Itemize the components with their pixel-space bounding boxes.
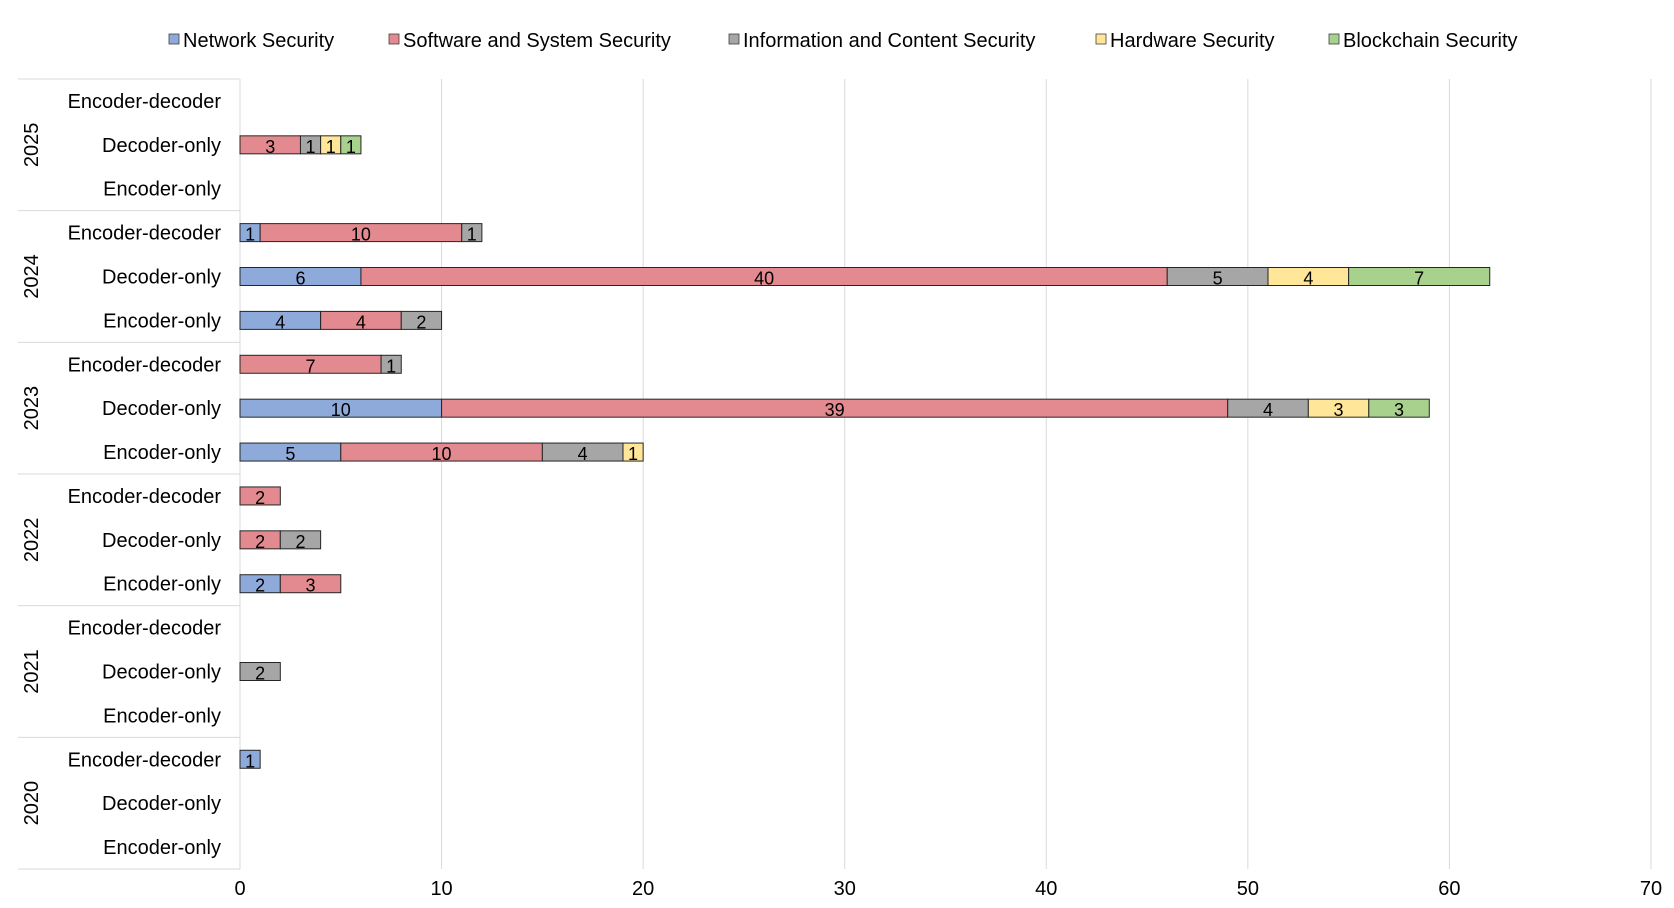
category-label-encoder-only: Encoder-only bbox=[103, 705, 221, 727]
data-label-2020-encoder-decoder-network-security: 1 bbox=[245, 751, 255, 771]
data-label-2023-encoder-only-information-and-content-security: 4 bbox=[578, 444, 588, 464]
data-label-2024-encoder-decoder-information-and-content-security: 1 bbox=[467, 225, 477, 245]
bars bbox=[239, 135, 1491, 769]
x-tick-label-10: 10 bbox=[430, 878, 452, 900]
data-label-2024-encoder-only-network-security: 4 bbox=[275, 312, 285, 332]
legend-label-blockchain-security: Blockchain Security bbox=[1343, 30, 1518, 52]
group-label-2022: 2022 bbox=[21, 518, 43, 563]
data-label-2024-encoder-decoder-software-and-system-security: 10 bbox=[351, 225, 371, 245]
bar-2024-encoder-only-information-and-content-security bbox=[400, 310, 443, 330]
x-tick-label-20: 20 bbox=[632, 878, 654, 900]
legend-swatch-information-and-content-security bbox=[728, 33, 740, 45]
bar-2023-decoder-only-blockchain-security bbox=[1368, 398, 1430, 418]
legend-swatch-software-and-system-security bbox=[388, 33, 400, 45]
category-label-encoder-decoder: Encoder-decoder bbox=[68, 618, 222, 640]
bar-2024-decoder-only-blockchain-security bbox=[1348, 267, 1491, 286]
group-label-2025: 2025 bbox=[21, 123, 43, 168]
legend-label-information-and-content-security: Information and Content Security bbox=[743, 30, 1035, 52]
category-label-encoder-only: Encoder-only bbox=[103, 310, 221, 332]
category-label-decoder-only: Decoder-only bbox=[102, 662, 221, 684]
category-label-decoder-only: Decoder-only bbox=[102, 135, 221, 157]
data-label-2024-encoder-only-software-and-system-security: 4 bbox=[356, 312, 366, 332]
category-label-encoder-decoder: Encoder-decoder bbox=[68, 354, 222, 376]
legend-label-hardware-security: Hardware Security bbox=[1110, 30, 1275, 52]
bar-2025-decoder-only-blockchain-security bbox=[340, 135, 362, 155]
category-label-encoder-decoder: Encoder-decoder bbox=[68, 223, 222, 245]
bar-2022-encoder-only-software-and-system-security bbox=[279, 574, 342, 594]
data-label-2024-encoder-decoder-network-security: 1 bbox=[245, 225, 255, 245]
x-tick-label-40: 40 bbox=[1035, 878, 1057, 900]
data-label-2022-decoder-only-information-and-content-security: 2 bbox=[295, 532, 305, 552]
data-label-2024-decoder-only-hardware-security: 4 bbox=[1303, 269, 1313, 289]
category-label-decoder-only: Decoder-only bbox=[102, 793, 221, 815]
data-label-2023-decoder-only-software-and-system-security: 39 bbox=[825, 400, 845, 420]
legend-swatch-network-security bbox=[168, 33, 180, 45]
group-label-2021: 2021 bbox=[21, 649, 43, 694]
data-label-2025-decoder-only-information-and-content-security: 1 bbox=[306, 137, 316, 157]
data-label-2024-encoder-only-information-and-content-security: 2 bbox=[416, 312, 426, 332]
bar-2021-decoder-only-information-and-content-security bbox=[239, 662, 281, 681]
data-label-2023-encoder-only-software-and-system-security: 10 bbox=[432, 444, 452, 464]
category-label-encoder-only: Encoder-only bbox=[103, 442, 221, 464]
data-label-2023-decoder-only-information-and-content-security: 4 bbox=[1263, 400, 1273, 420]
data-label-2024-decoder-only-network-security: 6 bbox=[295, 269, 305, 289]
y-axis-labels: 2025 Encoder-decoder Decoder-only Encoder-o… bbox=[21, 91, 221, 859]
group-label-2024: 2024 bbox=[21, 254, 43, 299]
category-label-decoder-only: Decoder-only bbox=[102, 530, 221, 552]
legend-label-network-security: Network Security bbox=[183, 30, 334, 52]
data-label-2023-decoder-only-blockchain-security: 3 bbox=[1394, 400, 1404, 420]
bar-2023-encoder-only-hardware-security bbox=[622, 442, 644, 462]
x-tick-label-0: 0 bbox=[234, 878, 245, 900]
data-label-2023-encoder-only-hardware-security: 1 bbox=[628, 444, 638, 464]
category-label-decoder-only: Decoder-only bbox=[102, 267, 221, 289]
data-label-2023-decoder-only-network-security: 10 bbox=[331, 400, 351, 420]
data-label-2023-encoder-decoder-software-and-system-security: 7 bbox=[306, 356, 316, 376]
legend: Network Security Software and System Secu… bbox=[168, 30, 1518, 52]
data-label-2023-decoder-only-hardware-security: 3 bbox=[1334, 400, 1344, 420]
group-separators bbox=[18, 78, 241, 870]
category-label-decoder-only: Decoder-only bbox=[102, 398, 221, 420]
legend-label-software-and-system-security: Software and System Security bbox=[403, 30, 671, 52]
data-label-2022-decoder-only-software-and-system-security: 2 bbox=[255, 532, 265, 552]
category-label-encoder-decoder: Encoder-decoder bbox=[68, 486, 222, 508]
data-label-2023-encoder-only-network-security: 5 bbox=[285, 444, 295, 464]
x-tick-label-50: 50 bbox=[1237, 878, 1259, 900]
x-tick-label-30: 30 bbox=[834, 878, 856, 900]
data-labels: 3 1 1 11 10 16 40 5 4 74 4 27 110 39 4 3 35 10 4 122 22 321 bbox=[245, 137, 1424, 771]
category-label-encoder-only: Encoder-only bbox=[103, 574, 221, 596]
data-label-2021-decoder-only-information-and-content-security: 2 bbox=[255, 664, 265, 684]
category-label-encoder-decoder: Encoder-decoder bbox=[68, 91, 222, 113]
bar-2023-encoder-decoder-information-and-content-security bbox=[380, 354, 402, 374]
bar-2022-decoder-only-information-and-content-security bbox=[279, 530, 322, 550]
gridlines bbox=[441, 79, 1652, 869]
data-label-2024-decoder-only-software-and-system-security: 40 bbox=[754, 269, 774, 289]
bar-2020-encoder-decoder-network-security bbox=[239, 749, 261, 769]
category-label-encoder-only: Encoder-only bbox=[103, 837, 221, 859]
x-tick-label-60: 60 bbox=[1438, 878, 1460, 900]
bar-2022-encoder-decoder-software-and-system-security bbox=[239, 486, 281, 506]
category-label-encoder-only: Encoder-only bbox=[103, 179, 221, 201]
data-label-2023-encoder-decoder-information-and-content-security: 1 bbox=[386, 356, 396, 376]
group-label-2023: 2023 bbox=[21, 386, 43, 431]
data-label-2025-decoder-only-hardware-security: 1 bbox=[326, 137, 336, 157]
group-label-2020: 2020 bbox=[21, 781, 43, 826]
data-label-2025-decoder-only-software-and-system-security: 3 bbox=[265, 137, 275, 157]
legend-swatch-hardware-security bbox=[1095, 33, 1107, 45]
data-label-2022-encoder-only-software-and-system-security: 3 bbox=[306, 576, 316, 596]
x-axis-tick-labels: 0 10 20 30 40 50 60 70 bbox=[234, 878, 1662, 900]
x-tick-label-70: 70 bbox=[1640, 878, 1662, 900]
data-label-2025-decoder-only-blockchain-security: 1 bbox=[346, 137, 356, 157]
data-label-2022-encoder-decoder-software-and-system-security: 2 bbox=[255, 488, 265, 508]
data-label-2024-decoder-only-blockchain-security: 7 bbox=[1414, 269, 1424, 289]
category-label-encoder-decoder: Encoder-decoder bbox=[68, 749, 222, 771]
data-label-2022-encoder-only-network-security: 2 bbox=[255, 576, 265, 596]
bar-2024-encoder-decoder-information-and-content-security bbox=[461, 223, 483, 243]
data-label-2024-decoder-only-information-and-content-security: 5 bbox=[1213, 269, 1223, 289]
legend-swatch-blockchain-security bbox=[1328, 33, 1340, 45]
